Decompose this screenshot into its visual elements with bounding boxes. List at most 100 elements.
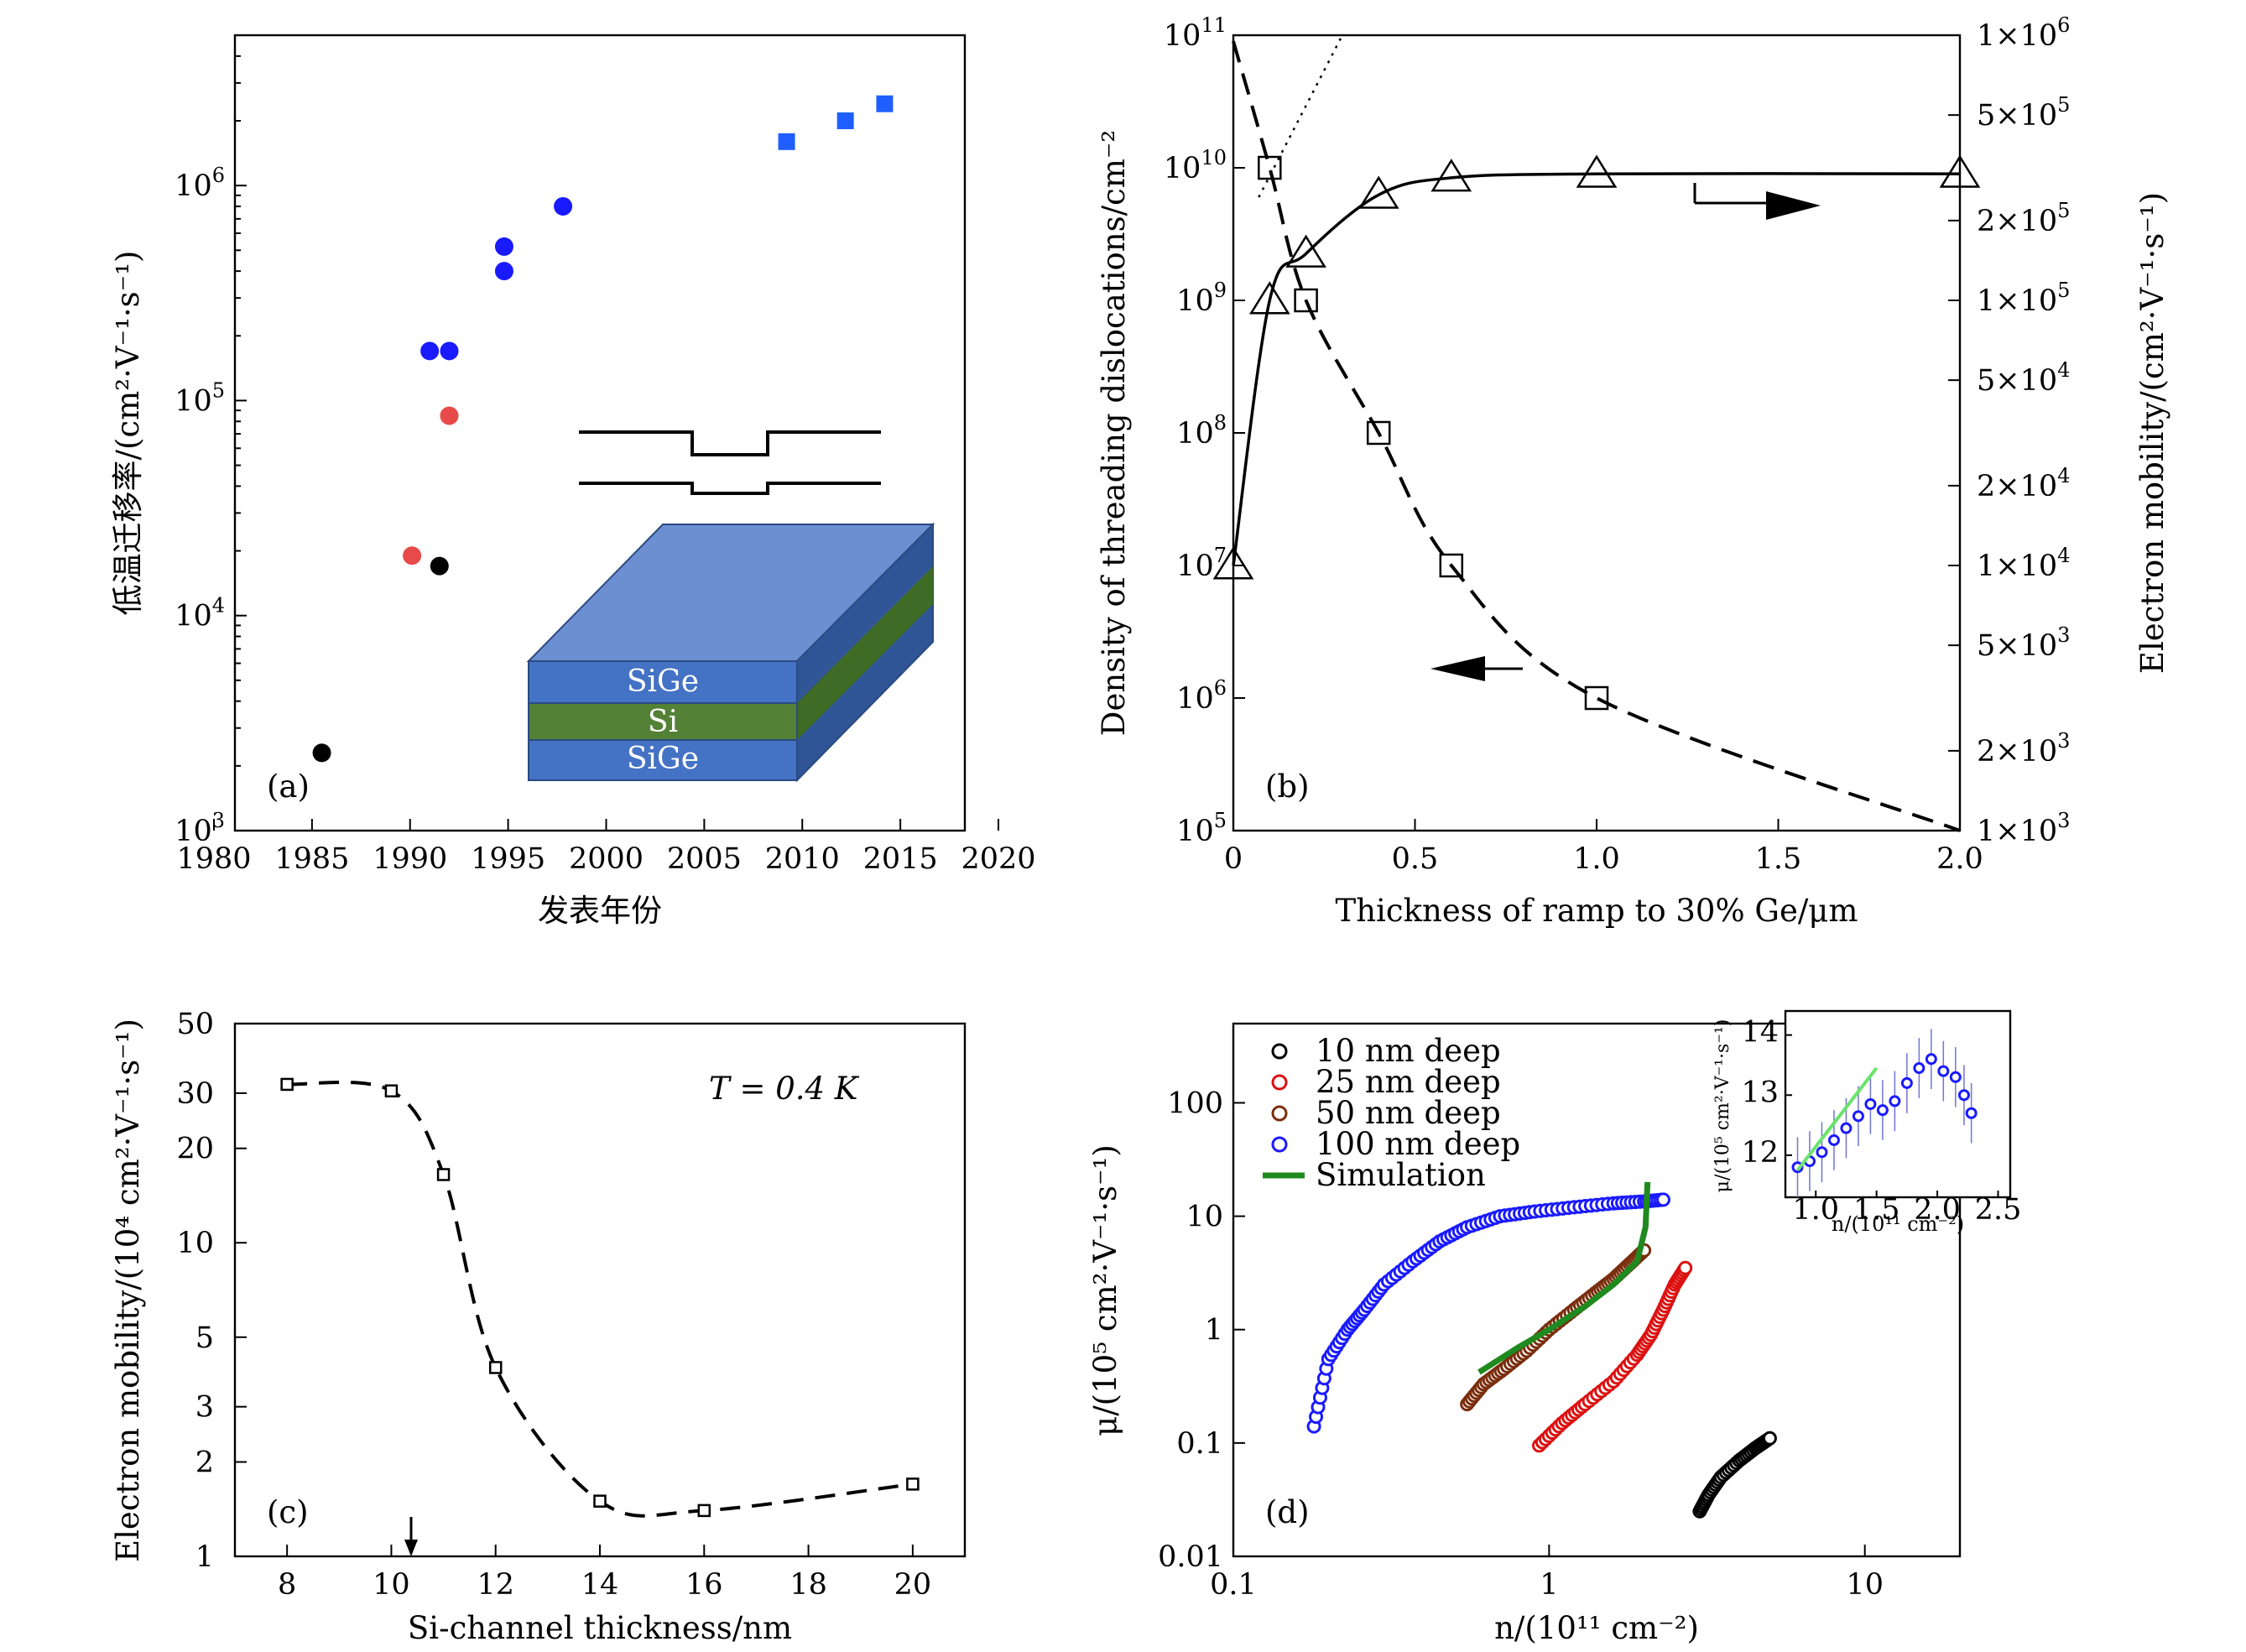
layer-sige-top <box>528 660 798 704</box>
b-xtick-label: 2.0 <box>1936 842 1983 876</box>
a-xtick-label: 1980 <box>176 842 251 876</box>
a-data-point <box>494 262 513 281</box>
panel-a-markers <box>312 95 894 763</box>
a-xtick-label: 2015 <box>863 842 938 876</box>
legend-swatch <box>1271 1136 1288 1153</box>
b-ytick-left-label: 108 <box>1176 411 1227 451</box>
a-xtick-label: 2020 <box>961 842 1035 876</box>
b-ytick-right-label: 2×103 <box>1977 729 2070 769</box>
c-xtick-label: 14 <box>581 1568 619 1602</box>
inset-data-point <box>1937 1065 1950 1077</box>
inset-xtick-label: 2.0 <box>1914 1193 1961 1227</box>
d-data-point <box>1655 1192 1670 1207</box>
panel-b-ticks: 0 0.5 1.0 1.5 2.0 105 106 107 108 109 1010 1011 1×10… <box>1164 13 2071 876</box>
b-square-marker <box>1439 553 1464 578</box>
b-ytick-right-label: 5×103 <box>1977 623 2070 663</box>
b-ytick-right-label: 1×105 <box>1977 279 2070 318</box>
a-data-point <box>836 112 854 129</box>
panel-b: 0 0.5 1.0 1.5 2.0 105 106 107 108 109 1010 1011 1×10… <box>1096 13 2170 929</box>
c-square-marker <box>384 1084 399 1097</box>
d-ytick-label: 10 <box>1186 1201 1223 1234</box>
b-xtick-label: 0 <box>1224 842 1243 876</box>
b-triangle-marker <box>1248 281 1290 315</box>
legend-label: Simulation <box>1316 1157 1486 1193</box>
a-ytick-label: 103 <box>175 809 225 848</box>
inset-data-point <box>1900 1076 1913 1089</box>
c-square-marker <box>280 1077 294 1092</box>
legend-swatch <box>1271 1074 1288 1091</box>
inset-xtick-label: 2.5 <box>1975 1193 2022 1227</box>
b-ytick-right-label: 2×104 <box>1977 464 2070 503</box>
b-xtick-label: 1.0 <box>1573 842 1620 876</box>
a-ytick-label: 106 <box>175 164 225 203</box>
c-xtick-label: 18 <box>789 1568 827 1602</box>
a-data-point <box>440 341 459 361</box>
d-simulation-line <box>1477 1181 1651 1375</box>
a-data-point <box>554 196 573 216</box>
b-xtick-label: 1.5 <box>1755 842 1802 876</box>
a-xtick-label: 2000 <box>569 842 644 876</box>
a-data-point <box>876 95 894 112</box>
a-ytick-label: 104 <box>175 594 225 633</box>
c-ytick-label: 5 <box>195 1321 214 1355</box>
d-ytick-label: 1 <box>1205 1314 1223 1347</box>
b-ytick-right-label: 1×104 <box>1977 544 2070 583</box>
band-diagram-lower <box>579 482 881 495</box>
d-ytick-label: 0.1 <box>1176 1427 1223 1461</box>
c-xtick-label: 8 <box>278 1568 296 1602</box>
inset-ytick-label: 12 <box>1741 1136 1779 1170</box>
layer-label-sige-bottom: SiGe <box>627 742 699 776</box>
d-xtick-label: 1 <box>1540 1568 1558 1602</box>
c-ytick-label: 1 <box>195 1540 214 1574</box>
b-ytick-left-label: 1011 <box>1164 13 1227 53</box>
b-dislocation-curve <box>1232 40 1961 832</box>
band-diagram-upper <box>579 430 881 456</box>
b-ytick-left-label: 107 <box>1176 544 1227 583</box>
inset-data-point <box>1876 1104 1889 1117</box>
panel-d-frame <box>1232 1022 1962 1558</box>
b-square-marker <box>1258 155 1282 180</box>
b-square-marker <box>1366 420 1391 446</box>
a-data-point <box>778 133 795 150</box>
a-data-point <box>403 546 422 565</box>
a-data-point <box>494 237 513 256</box>
b-ytick-left-label: 106 <box>1176 676 1227 716</box>
panel-c-xlabel: Si-channel thickness/nm <box>408 1610 792 1646</box>
a-xtick-label: 1985 <box>274 842 349 876</box>
b-ytick-right-label: 2×105 <box>1977 199 2070 238</box>
b-triangle-marker <box>1358 175 1399 209</box>
c-xtick-label: 12 <box>477 1568 514 1602</box>
stack-side-si <box>797 566 933 740</box>
d-data-point <box>1678 1260 1693 1275</box>
a-data-point <box>430 556 449 576</box>
panel-a: 1980 1985 1990 1995 2000 2005 2010 2015 2020 103 1… <box>110 34 1036 929</box>
c-xtick-label: 20 <box>894 1568 932 1602</box>
c-xtick-label: 10 <box>373 1568 410 1602</box>
panel-a-ylabel: 低温迁移率/(cm²·V⁻¹·s⁻¹) <box>110 251 146 616</box>
panel-a-frame <box>233 34 967 832</box>
panel-b-ylabel-left: Density of threading dislocations/cm⁻² <box>1096 130 1132 736</box>
inset-data-point <box>1852 1110 1864 1123</box>
inset-data-point <box>1864 1098 1877 1110</box>
panel-c-label: (c) <box>267 1494 309 1530</box>
a-data-point <box>312 743 331 763</box>
b-ytick-right-label: 1×106 <box>1977 13 2070 53</box>
b-dotted-guide <box>1258 34 1344 198</box>
legend-swatch <box>1271 1105 1288 1122</box>
c-ytick-label: 3 <box>195 1391 214 1425</box>
c-square-marker <box>697 1503 711 1518</box>
inset-data-point <box>1913 1062 1926 1075</box>
a-xtick-label: 1990 <box>373 842 447 876</box>
d-xtick-label: 0.1 <box>1210 1568 1257 1602</box>
inset-markers <box>1791 1029 1978 1197</box>
layer-si <box>528 702 798 741</box>
inset-ylabel: μ/(10⁵ cm²·V⁻¹·s⁻¹) <box>1712 1019 1733 1193</box>
c-square-marker <box>906 1477 920 1491</box>
b-triangle-marker <box>1430 159 1472 192</box>
a-data-point <box>420 341 440 361</box>
inset-data-point <box>1965 1107 1978 1119</box>
panel-d-markers <box>1306 1181 1777 1519</box>
